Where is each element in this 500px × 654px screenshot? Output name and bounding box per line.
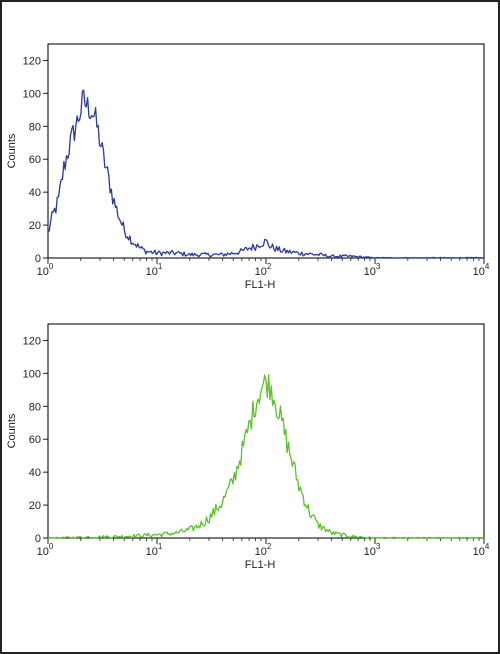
- y-tick-label: 60: [29, 434, 41, 446]
- y-tick-label: 40: [29, 187, 41, 199]
- plot-frame: [47, 43, 485, 259]
- x-tick-label: 104: [473, 262, 490, 278]
- y-tick-label: 0: [35, 533, 41, 545]
- y-axis-title: Counts: [6, 413, 18, 448]
- x-tick-label: 101: [146, 542, 163, 558]
- y-tick-label: 40: [29, 467, 41, 479]
- y-tick-label: 60: [29, 154, 41, 166]
- series-line-2: [47, 374, 485, 539]
- x-tick-label: 100: [37, 542, 54, 558]
- plot-frame: [47, 323, 485, 539]
- y-tick-label: 100: [23, 368, 41, 380]
- x-tick-label: 102: [255, 542, 272, 558]
- x-tick-label: 100: [37, 262, 54, 278]
- y-tick-label: 120: [23, 55, 41, 67]
- y-tick-label: 20: [29, 220, 41, 232]
- panel-2: 0 20 40 60 80 100 120 100 101 102 103 104 FL1-H Count…: [6, 323, 490, 571]
- x-tick-label: 102: [255, 262, 272, 278]
- y-tick-label: 20: [29, 500, 41, 512]
- panel-1: 0 20 40 60 80 100 120 100 101 102 103 104 FL1-H Count…: [6, 43, 490, 291]
- y-tick-label: 80: [29, 121, 41, 133]
- y-tick-label: 100: [23, 88, 41, 100]
- y-tick-label: 120: [23, 335, 41, 347]
- y-axis-title: Counts: [6, 133, 18, 168]
- y-tick-label: 80: [29, 401, 41, 413]
- x-tick-label: 101: [146, 262, 163, 278]
- y-tick-label: 0: [35, 253, 41, 265]
- x-tick-label: 103: [364, 542, 381, 558]
- x-tick-label: 103: [364, 262, 381, 278]
- series-line-1: [47, 89, 485, 259]
- x-axis-title: FL1-H: [245, 559, 276, 571]
- x-tick-label: 104: [473, 542, 490, 558]
- x-axis-title: FL1-H: [245, 279, 276, 291]
